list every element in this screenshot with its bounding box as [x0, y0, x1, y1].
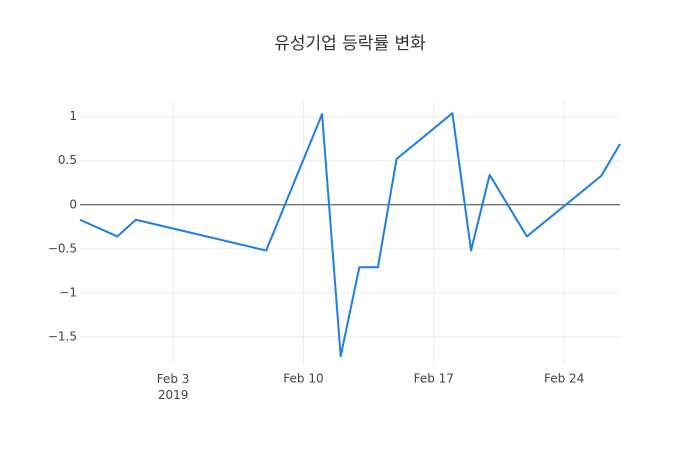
x-tick-label: Feb 24	[544, 372, 584, 386]
y-tick-label: −1.5	[48, 329, 77, 343]
y-tick-label: 0.5	[58, 153, 77, 167]
y-tick-label: 1	[69, 109, 77, 123]
y-tick-label: −1	[59, 285, 77, 299]
series-line	[79, 112, 621, 358]
x-tick-label: Feb 17	[414, 372, 454, 386]
y-tick-label: −0.5	[48, 241, 77, 255]
chart-title: 유성기업 등락률 변화	[274, 34, 426, 54]
y-tick-label: 0	[69, 197, 77, 211]
x-tick-label: Feb 10	[283, 372, 323, 386]
x-tick-label: Feb 3 2019	[157, 372, 190, 402]
